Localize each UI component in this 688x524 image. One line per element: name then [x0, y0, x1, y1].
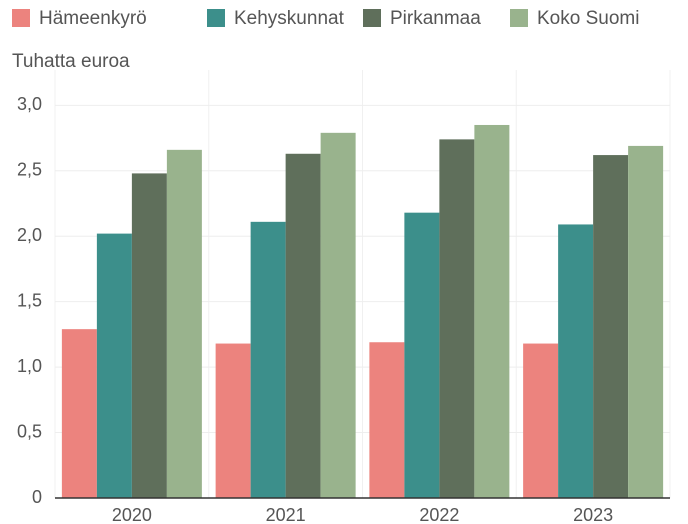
bar [523, 343, 559, 498]
legend-label: Hämeenkyrö [39, 8, 147, 29]
bar [593, 155, 629, 498]
y-tick-label: 0,5 [17, 421, 42, 441]
x-tick-label: 2023 [573, 505, 613, 524]
bar [166, 149, 202, 498]
y-tick-label: 3,0 [17, 94, 42, 114]
bar [369, 342, 405, 498]
bar [215, 343, 251, 498]
bar [439, 139, 475, 498]
legend-swatch [207, 9, 225, 27]
y-tick-label: 1,5 [17, 290, 42, 310]
bar [96, 233, 132, 498]
y-axis-label: Tuhatta euroa [12, 51, 130, 72]
bar [474, 124, 510, 499]
y-tick-label: 1,0 [17, 356, 42, 376]
bar [558, 224, 594, 499]
y-tick-label: 0 [32, 487, 42, 507]
bar [250, 221, 286, 499]
bar [285, 153, 321, 498]
x-tick-label: 2022 [419, 505, 459, 524]
x-tick-label: 2020 [112, 505, 152, 524]
legend-label: Pirkanmaa [390, 8, 481, 29]
bar [320, 132, 356, 498]
y-tick-label: 2,0 [17, 225, 42, 245]
bar [131, 173, 167, 498]
bar [61, 329, 97, 498]
bar [404, 212, 440, 498]
legend-label: Kehyskunnat [234, 8, 345, 29]
x-tick-label: 2021 [266, 505, 306, 524]
legend-swatch [363, 9, 381, 27]
legend-swatch [510, 9, 528, 27]
y-tick-label: 2,5 [17, 160, 42, 180]
bar [628, 145, 664, 498]
legend-label: Koko Suomi [537, 8, 639, 29]
legend-swatch [12, 9, 30, 27]
